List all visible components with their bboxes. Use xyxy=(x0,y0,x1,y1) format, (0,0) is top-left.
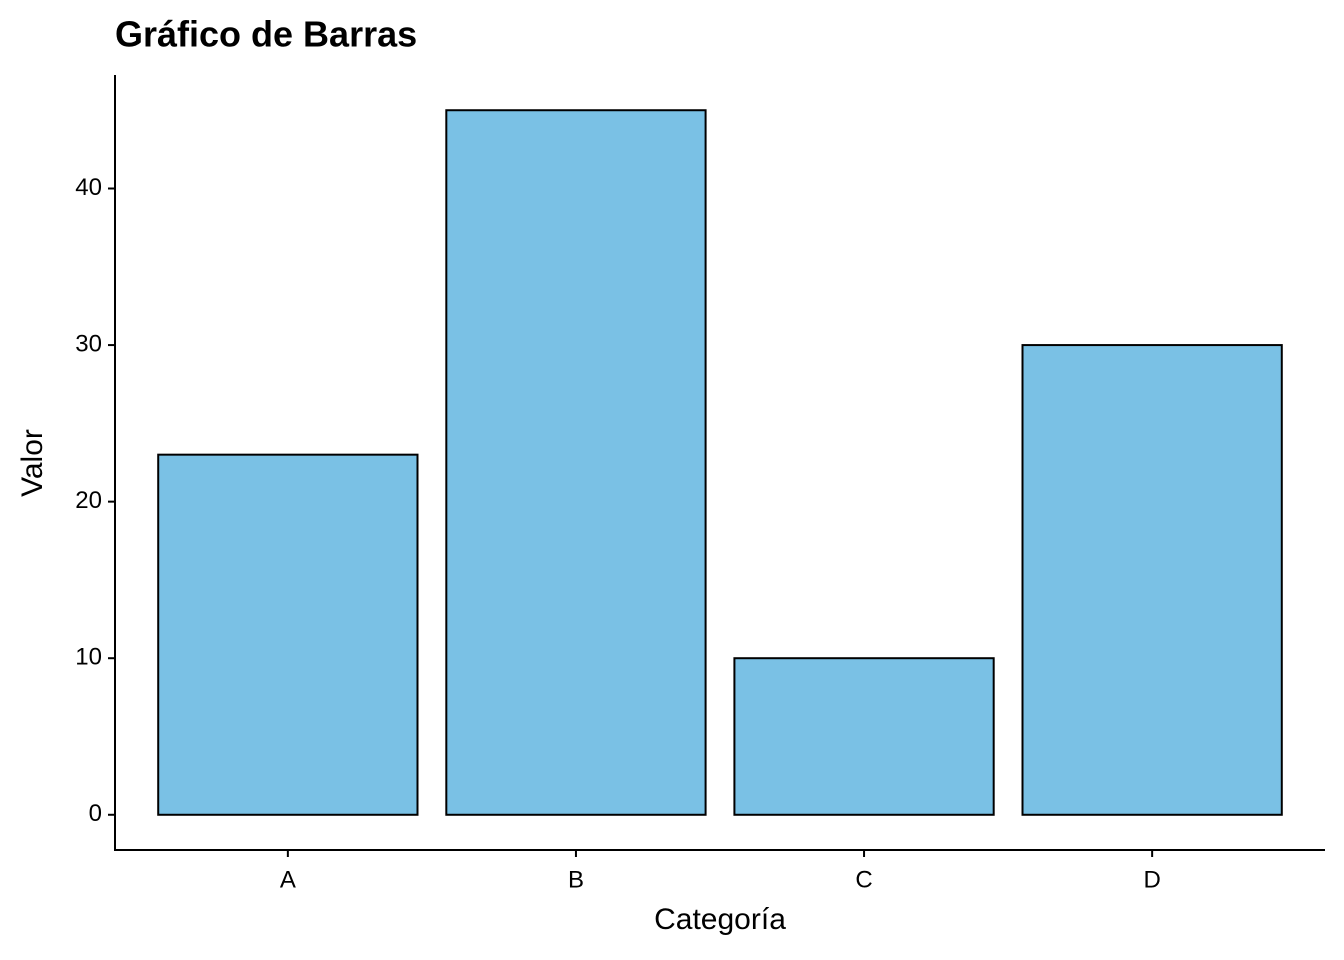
x-tick-label: A xyxy=(280,866,296,893)
y-tick-label: 0 xyxy=(89,800,102,827)
bar xyxy=(445,109,707,816)
chart-title: Gráfico de Barras xyxy=(115,14,417,55)
y-tick-label: 10 xyxy=(75,644,102,671)
y-axis-title: Valor xyxy=(16,429,49,497)
x-tick-label: D xyxy=(1143,866,1160,893)
y-tick-label: 30 xyxy=(75,330,102,357)
bar xyxy=(733,657,995,816)
bar xyxy=(157,453,419,816)
x-axis-title: Categoría xyxy=(654,903,786,936)
x-tick-label: B xyxy=(568,866,584,893)
bar xyxy=(1021,344,1283,816)
y-tick-label: 40 xyxy=(75,174,102,201)
x-tick-label: C xyxy=(855,866,872,893)
y-tick-label: 20 xyxy=(75,487,102,514)
plot-area xyxy=(157,109,1283,816)
